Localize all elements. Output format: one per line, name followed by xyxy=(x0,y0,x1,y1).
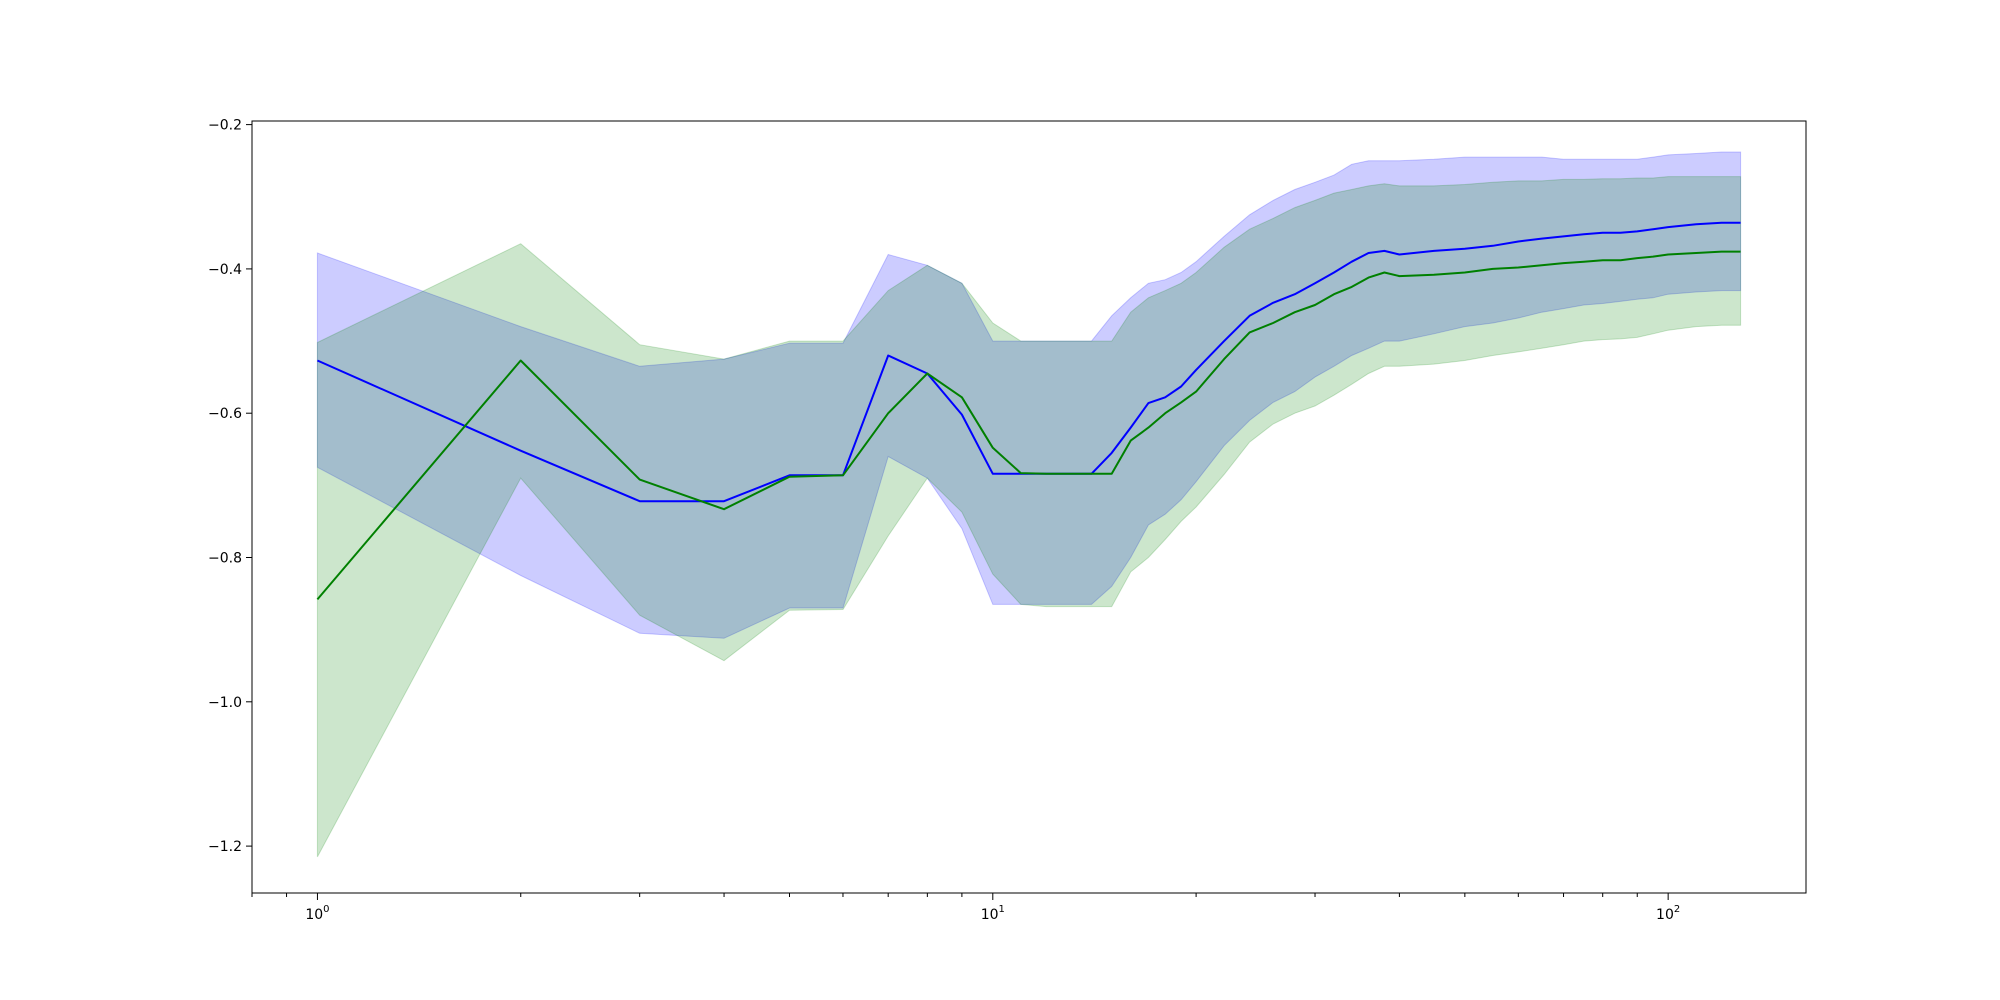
series-line-2 xyxy=(316,250,1741,601)
plot-area-frame xyxy=(251,120,1807,894)
y-tick-label: −0.8 xyxy=(208,551,242,567)
x-axis: 100 101 102 xyxy=(251,893,1680,923)
series-line-1 xyxy=(316,221,1741,503)
confidence-band-2 xyxy=(316,176,1742,858)
y-tick-label: −0.6 xyxy=(208,406,242,422)
x-tick-label: 100 xyxy=(305,904,329,923)
y-tick-label: −0.2 xyxy=(208,118,242,134)
y-tick-label: −1.2 xyxy=(208,839,242,855)
x-tick-label: 101 xyxy=(981,904,1005,923)
y-tick-label: −1.0 xyxy=(208,695,242,711)
series-lines xyxy=(316,221,1741,601)
y-tick-label: −0.4 xyxy=(208,262,242,278)
y-axis: −0.2 −0.4 −0.6 −0.8 −1.0 −1.2 xyxy=(208,118,252,855)
x-tick-label: 102 xyxy=(1656,904,1680,923)
